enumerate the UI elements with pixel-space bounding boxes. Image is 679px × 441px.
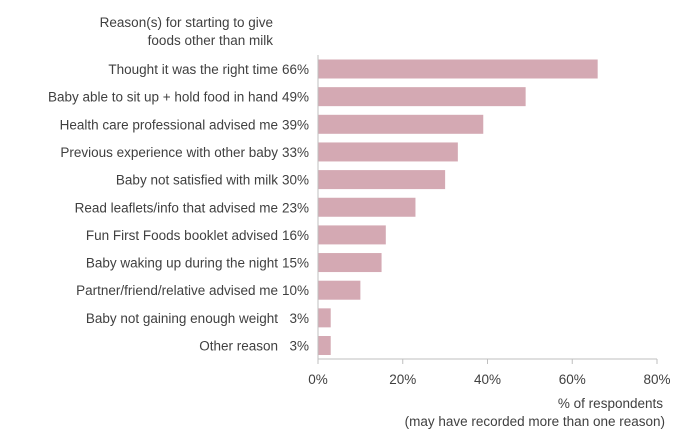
data-label: 30% [282,173,309,188]
bar [318,142,458,162]
x-axis-label-line-1: % of respondents [558,396,663,411]
data-label: 15% [282,256,309,271]
bar [318,114,484,134]
category-label: Health care professional advised me [60,117,278,132]
category-label: Previous experience with other baby [60,145,278,160]
category-header-line-2: foods other than milk [148,33,274,48]
bar [318,336,331,355]
bars-group: Thought it was the right time 66% Baby abl… [48,59,598,355]
data-label: 3% [289,339,309,354]
category-label: Other reason [199,339,278,354]
x-axis-label-line-2: (may have recorded more than one reason) [405,414,665,429]
bar [318,59,598,79]
bar [318,170,446,190]
category-label: Thought it was the right time [108,62,278,77]
x-tick-label: 60% [559,372,586,387]
data-label: 3% [289,311,309,326]
bar [318,87,526,107]
data-label: 33% [282,145,309,160]
category-label: Read leaflets/info that advised me [75,200,278,215]
data-label: 23% [282,200,309,215]
bar [318,253,382,273]
x-axis: 0% 20% 40% 60% 80% [308,55,671,387]
data-label: 39% [282,117,309,132]
x-tick-label: 40% [474,372,501,387]
category-label: Baby waking up during the night [86,256,278,271]
x-tick-label: 0% [308,372,328,387]
x-tick-label: 20% [389,372,416,387]
category-header-line-1: Reason(s) for starting to give [100,15,273,30]
data-label: 66% [282,62,309,77]
category-label: Baby not gaining enough weight [86,311,278,326]
category-label: Fun First Foods booklet advised [86,228,278,243]
category-label: Partner/friend/relative advised me [76,283,278,298]
bar [318,308,331,328]
bar [318,225,386,245]
category-label: Baby able to sit up + hold food in hand [48,90,278,105]
bar [318,280,361,300]
data-label: 10% [282,283,309,298]
data-label: 16% [282,228,309,243]
x-tick-label: 80% [643,372,670,387]
category-label: Baby not satisfied with milk [116,173,278,188]
data-label: 49% [282,90,309,105]
bar [318,197,416,217]
